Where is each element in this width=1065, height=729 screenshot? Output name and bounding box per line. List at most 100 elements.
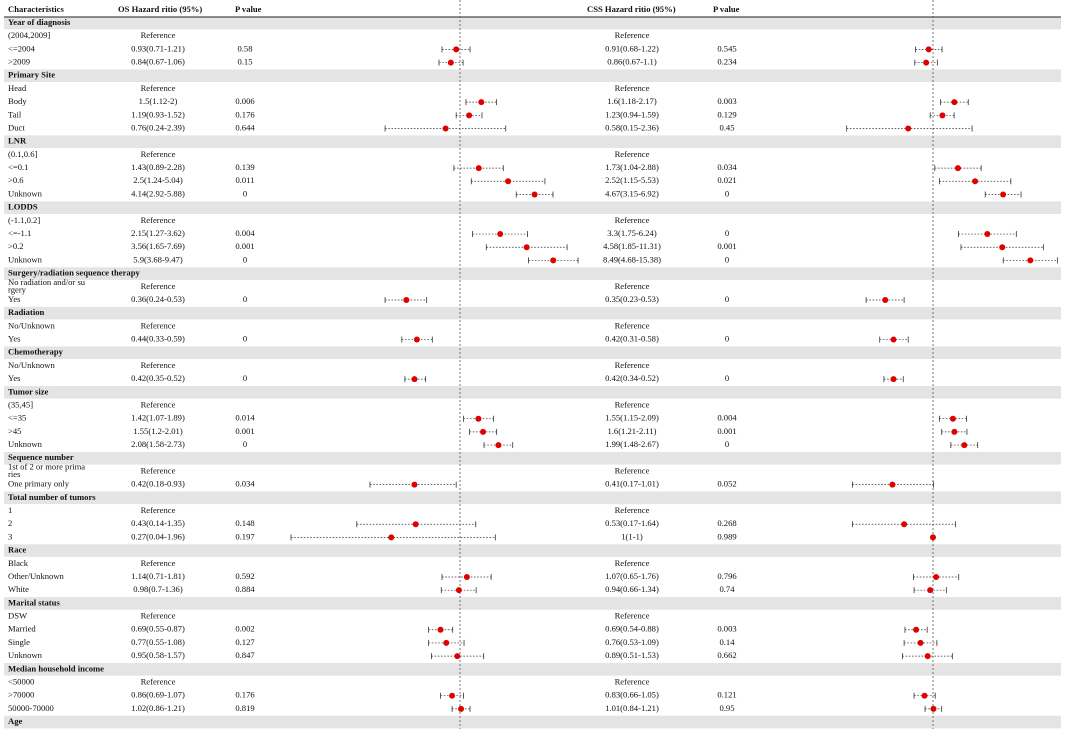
hazard-point xyxy=(890,376,897,383)
section-band xyxy=(4,69,1061,83)
row-label: (35,45] xyxy=(8,399,33,409)
css-estimate: 3.3(1.75-6.24) xyxy=(607,228,657,238)
hazard-point xyxy=(411,376,418,383)
hazard-point xyxy=(523,244,530,251)
os-estimate: 2.5(1.24-5.04) xyxy=(133,175,183,185)
css-estimate: 1.6(1.18-2.17) xyxy=(607,96,657,106)
row-label: 1 xyxy=(8,505,12,515)
row-label: <=2004 xyxy=(8,43,36,53)
css-estimate: Reference xyxy=(615,215,650,225)
hazard-point xyxy=(939,112,946,119)
os-estimate: 1.14(0.71-1.81) xyxy=(131,571,185,581)
section-label: LNR xyxy=(8,136,27,146)
css-estimate: 0.86(0.67-1.1) xyxy=(607,57,657,67)
css-p-value: 0.234 xyxy=(717,57,737,67)
section-band xyxy=(4,16,1061,30)
css-p-value: 0.95 xyxy=(719,703,734,713)
hazard-point xyxy=(388,534,395,541)
hazard-point xyxy=(917,639,924,646)
row-label: (0.1,0.6] xyxy=(8,149,37,159)
hazard-point xyxy=(1000,191,1007,198)
os-estimate: 2.15(1.27-3.62) xyxy=(131,228,185,238)
hazard-point xyxy=(453,46,460,53)
hazard-point xyxy=(454,653,461,660)
section-band xyxy=(4,491,1061,505)
row-label: Tail xyxy=(8,109,22,119)
hazard-point xyxy=(901,521,908,528)
css-estimate: 0.35(0.23-0.53) xyxy=(605,294,659,304)
os-estimate: 1.42(1.07-1.89) xyxy=(131,413,185,423)
os-p-value: 0.011 xyxy=(235,175,254,185)
os-estimate: 0.76(0.24-2.39) xyxy=(131,122,185,132)
os-p-value: 0.004 xyxy=(235,228,255,238)
row-label: No/Unknown xyxy=(8,360,55,370)
hazard-point xyxy=(921,692,928,699)
header-css: CSS Hazard ritio (95%) xyxy=(587,4,676,14)
hazard-point xyxy=(905,125,912,132)
os-estimate: Reference xyxy=(141,320,176,330)
header-os-p: P value xyxy=(235,4,262,14)
hazard-point xyxy=(437,626,444,633)
hazard-point xyxy=(403,296,410,303)
os-estimate: Reference xyxy=(141,676,176,686)
hazard-point xyxy=(984,231,991,238)
css-estimate: 0.69(0.54-0.88) xyxy=(605,624,659,634)
hazard-point xyxy=(949,415,956,422)
css-p-value: 0.004 xyxy=(717,413,737,423)
os-estimate: 2.08(1.58-2.73) xyxy=(131,439,185,449)
os-estimate: Reference xyxy=(141,558,176,568)
hazard-point xyxy=(933,573,940,580)
hazard-point xyxy=(442,125,449,132)
row-label: (2004,2009] xyxy=(8,30,50,40)
os-p-value: 0.884 xyxy=(235,584,255,594)
os-estimate: Reference xyxy=(141,399,176,409)
css-p-value: 0.796 xyxy=(717,571,737,581)
row-label: White xyxy=(8,584,29,594)
css-p-value: 0 xyxy=(725,228,729,238)
hazard-point xyxy=(458,705,465,712)
css-estimate: 4.58(1.85-11.31) xyxy=(603,241,661,251)
hazard-point xyxy=(475,415,482,422)
os-estimate: 3.56(1.65-7.69) xyxy=(131,241,185,251)
css-estimate: 1.99(1.48-2.67) xyxy=(605,439,659,449)
os-estimate: 0.93(0.71-1.21) xyxy=(131,43,185,53)
section-band xyxy=(4,306,1061,320)
row-label: >2009 xyxy=(8,57,30,67)
css-estimate: 0.89(0.51-1.53) xyxy=(605,650,659,660)
css-p-value: 0.052 xyxy=(717,479,736,489)
css-estimate: Reference xyxy=(615,505,650,515)
os-p-value: 0.034 xyxy=(235,479,255,489)
section-band xyxy=(4,201,1061,214)
row-label: Duct xyxy=(8,122,25,132)
section-band xyxy=(4,715,1061,729)
section-band xyxy=(4,135,1061,149)
os-p-value: 0.001 xyxy=(235,426,254,436)
section-band xyxy=(4,544,1061,557)
row-label: No radiation and/or su xyxy=(8,277,86,287)
os-estimate: 0.42(0.35-0.52) xyxy=(131,373,185,383)
row-label: 50000-70000 xyxy=(8,703,54,713)
css-estimate: Reference xyxy=(615,149,650,159)
os-estimate: 0.27(0.04-1.96) xyxy=(131,531,185,541)
os-p-value: 0.819 xyxy=(235,703,254,713)
os-p-value: 0 xyxy=(243,373,247,383)
css-estimate: Reference xyxy=(615,360,650,370)
css-estimate: Reference xyxy=(615,558,650,568)
os-estimate: Reference xyxy=(141,215,176,225)
header-css-p: P value xyxy=(713,4,740,14)
hazard-point xyxy=(913,626,920,633)
os-p-value: 0.148 xyxy=(235,518,254,528)
os-estimate: 0.44(0.33-0.59) xyxy=(131,334,185,344)
row-label: <=-1.1 xyxy=(8,228,31,238)
section-label: Tumor size xyxy=(8,386,49,396)
hazard-point xyxy=(890,336,897,343)
row-label: One primary only xyxy=(8,479,70,489)
hazard-point xyxy=(930,534,936,541)
hazard-point xyxy=(972,178,979,185)
row-label: >0.6 xyxy=(8,175,24,185)
css-estimate: 1.01(0.84-1.21) xyxy=(605,703,659,713)
hazard-point xyxy=(449,692,456,699)
row-label: <=35 xyxy=(8,413,26,423)
hazard-point xyxy=(930,705,937,712)
os-p-value: 0 xyxy=(243,188,247,198)
